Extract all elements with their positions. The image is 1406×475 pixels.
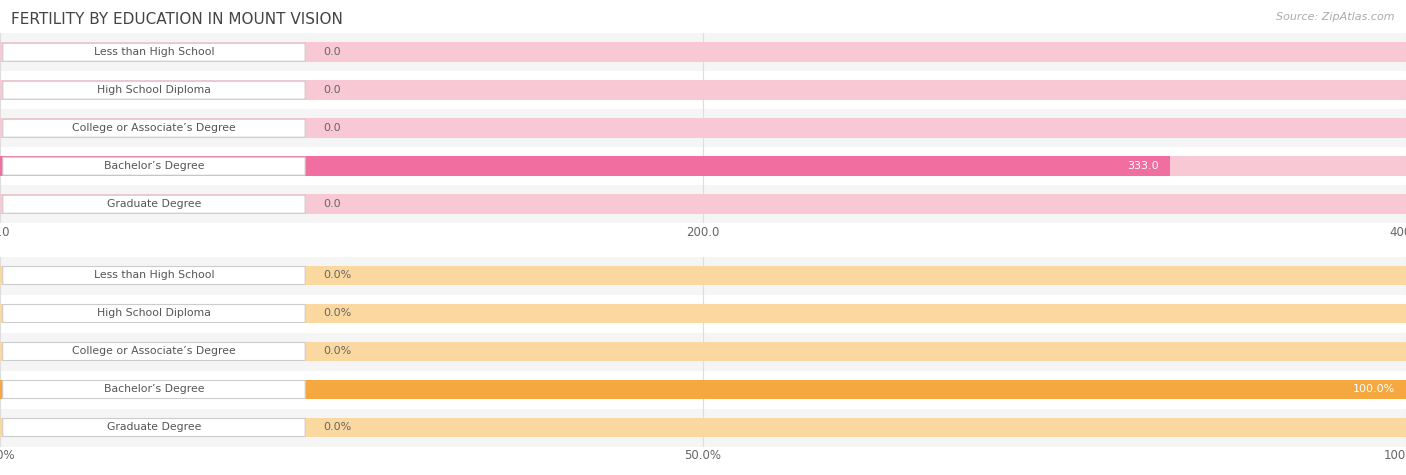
Bar: [0, 71, 1406, 109]
Bar: [0, 294, 1406, 332]
Text: Bachelor’s Degree: Bachelor’s Degree: [104, 161, 204, 171]
Text: College or Associate’s Degree: College or Associate’s Degree: [72, 346, 236, 357]
FancyBboxPatch shape: [3, 304, 305, 323]
Bar: [0, 156, 1406, 176]
Bar: [0, 256, 1406, 294]
FancyBboxPatch shape: [3, 43, 305, 61]
Bar: [0, 380, 1406, 399]
Bar: [0, 418, 1406, 437]
Text: Bachelor’s Degree: Bachelor’s Degree: [104, 384, 204, 395]
Text: Less than High School: Less than High School: [94, 47, 214, 57]
Text: 0.0%: 0.0%: [323, 346, 352, 357]
FancyBboxPatch shape: [3, 418, 305, 437]
Text: 0.0: 0.0: [323, 199, 342, 209]
Text: FERTILITY BY EDUCATION IN MOUNT VISION: FERTILITY BY EDUCATION IN MOUNT VISION: [11, 12, 343, 27]
Text: Graduate Degree: Graduate Degree: [107, 422, 201, 433]
FancyBboxPatch shape: [3, 195, 305, 213]
Bar: [0, 342, 1406, 361]
Bar: [0, 109, 1406, 147]
FancyBboxPatch shape: [3, 157, 305, 175]
Text: 100.0%: 100.0%: [1353, 384, 1395, 395]
Text: 0.0%: 0.0%: [323, 308, 352, 319]
Bar: [0, 370, 1406, 408]
FancyBboxPatch shape: [3, 81, 305, 99]
Bar: [0, 147, 1406, 185]
Bar: [0, 118, 1406, 138]
Text: 0.0%: 0.0%: [323, 422, 352, 433]
Text: College or Associate’s Degree: College or Associate’s Degree: [72, 123, 236, 133]
FancyBboxPatch shape: [3, 342, 305, 361]
Text: Graduate Degree: Graduate Degree: [107, 199, 201, 209]
Bar: [0, 80, 1406, 100]
Text: 0.0: 0.0: [323, 123, 342, 133]
Bar: [0, 33, 1406, 71]
Text: High School Diploma: High School Diploma: [97, 85, 211, 95]
Bar: [0, 380, 1406, 399]
FancyBboxPatch shape: [3, 266, 305, 285]
Text: Source: ZipAtlas.com: Source: ZipAtlas.com: [1277, 12, 1395, 22]
Text: 333.0: 333.0: [1128, 161, 1160, 171]
Bar: [0, 332, 1406, 371]
Text: High School Diploma: High School Diploma: [97, 308, 211, 319]
Text: 0.0: 0.0: [323, 85, 342, 95]
Text: 0.0: 0.0: [323, 47, 342, 57]
Bar: [0, 266, 1406, 285]
Text: 0.0%: 0.0%: [323, 270, 352, 281]
Bar: [0, 42, 1406, 62]
FancyBboxPatch shape: [3, 380, 305, 399]
FancyBboxPatch shape: [3, 119, 305, 137]
Bar: [0, 185, 1406, 223]
Bar: [0, 408, 1406, 446]
Bar: [0, 304, 1406, 323]
Bar: [0, 194, 1406, 214]
Text: Less than High School: Less than High School: [94, 270, 214, 281]
Bar: [0, 156, 1171, 176]
